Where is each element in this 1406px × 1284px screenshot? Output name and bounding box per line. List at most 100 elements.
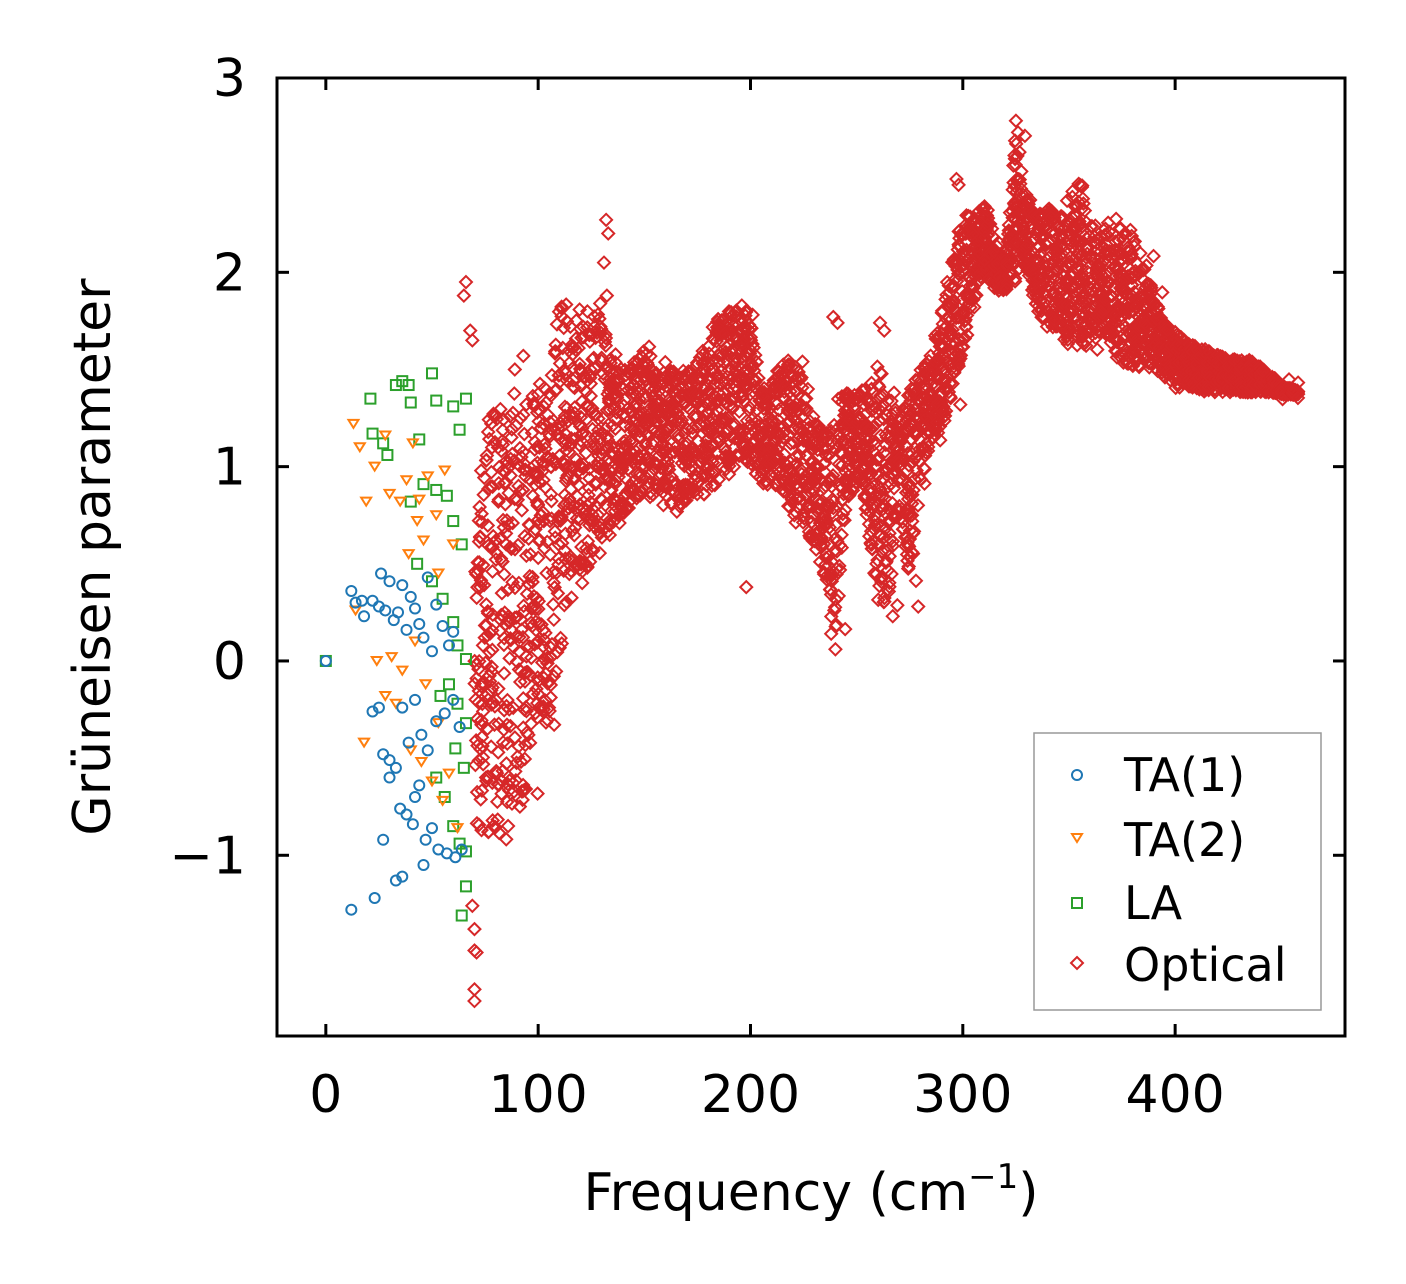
optical-point <box>745 336 760 352</box>
x-tick-label: 200 <box>701 1065 800 1125</box>
ta2-point <box>393 496 407 508</box>
ta2-point <box>429 510 444 522</box>
optical-point <box>755 475 771 491</box>
optical-point <box>495 554 510 570</box>
optical-point <box>965 277 980 293</box>
optical-point <box>1146 248 1161 264</box>
optical-point <box>849 467 865 483</box>
optical-point <box>499 736 515 752</box>
optical-point <box>680 369 696 385</box>
optical-point <box>818 465 833 481</box>
optical-point <box>696 486 712 502</box>
optical-point <box>861 421 877 437</box>
optical-point <box>886 385 902 401</box>
ta1-point <box>377 833 390 846</box>
optical-point <box>1115 295 1131 311</box>
optical-point <box>517 702 532 718</box>
optical-point <box>502 650 518 666</box>
optical-point <box>1108 211 1124 227</box>
optical-point <box>722 304 738 320</box>
optical-point <box>617 470 633 486</box>
optical-point <box>488 692 504 708</box>
optical-point <box>502 408 518 424</box>
optical-point <box>808 478 824 493</box>
optical-point <box>1000 242 1016 257</box>
ta1-point <box>355 594 368 607</box>
optical-point <box>1073 217 1088 233</box>
optical-point <box>517 782 533 798</box>
x-tick-label: 300 <box>913 1065 1012 1125</box>
optical-point <box>558 297 574 312</box>
legend-marker-optical <box>1069 955 1085 971</box>
optical-point <box>1022 246 1038 262</box>
optical-point <box>1127 233 1143 249</box>
optical-point <box>791 370 806 386</box>
optical-point <box>797 504 813 519</box>
optical-point <box>910 599 926 614</box>
optical-point <box>494 585 510 601</box>
ta2-point <box>410 516 424 527</box>
ta2-point <box>346 418 361 430</box>
optical-point <box>861 495 877 511</box>
optical-point <box>531 512 546 528</box>
optical-point <box>525 686 541 702</box>
optical-point <box>602 455 617 471</box>
optical-point <box>737 308 753 324</box>
y-tick-label: 3 <box>213 49 246 109</box>
optical-point <box>918 426 934 442</box>
la-point <box>389 379 402 392</box>
optical-point <box>830 315 845 331</box>
optical-point <box>900 561 916 577</box>
optical-point <box>582 362 598 377</box>
optical-point <box>517 528 533 544</box>
ta1-point <box>392 606 405 619</box>
optical-point <box>512 411 528 426</box>
optical-point <box>1008 113 1024 129</box>
optical-point <box>1089 342 1105 358</box>
optical-point <box>576 329 592 345</box>
ta1-point <box>383 575 396 588</box>
optical-point <box>1052 318 1068 334</box>
optical-point <box>800 381 816 397</box>
optical-point <box>475 637 491 653</box>
optical-point <box>473 572 489 588</box>
optical-point <box>1075 191 1091 207</box>
optical-point <box>1045 256 1061 272</box>
optical-point <box>754 388 770 403</box>
optical-point <box>606 373 622 389</box>
series-la <box>319 367 472 922</box>
optical-point <box>914 380 930 396</box>
optical-point <box>1074 265 1090 281</box>
la-point <box>430 394 443 407</box>
optical-point <box>467 943 482 958</box>
optical-point <box>734 350 750 366</box>
ta1-point <box>402 736 415 749</box>
optical-point <box>1158 364 1174 380</box>
optical-point <box>754 450 770 466</box>
ta2-point <box>367 461 382 473</box>
optical-point <box>598 330 614 346</box>
optical-point <box>539 650 555 666</box>
la-point <box>425 367 438 380</box>
optical-point <box>951 177 966 193</box>
optical-point <box>1009 148 1025 164</box>
y-tick-label: 1 <box>213 438 246 498</box>
optical-point <box>530 686 546 702</box>
optical-point <box>800 497 816 513</box>
ta1-point <box>430 715 443 728</box>
optical-point <box>476 487 492 503</box>
optical-point <box>739 303 755 318</box>
optical-point <box>1017 128 1033 144</box>
optical-point <box>788 382 804 398</box>
optical-point <box>711 432 727 448</box>
optical-point <box>565 372 581 388</box>
optical-point <box>980 217 996 233</box>
optical-point <box>602 527 618 543</box>
optical-point <box>485 813 501 828</box>
optical-point <box>1116 355 1131 370</box>
optical-point <box>889 597 905 613</box>
optical-point <box>745 307 761 323</box>
optical-point <box>711 391 727 407</box>
optical-point <box>892 459 907 474</box>
